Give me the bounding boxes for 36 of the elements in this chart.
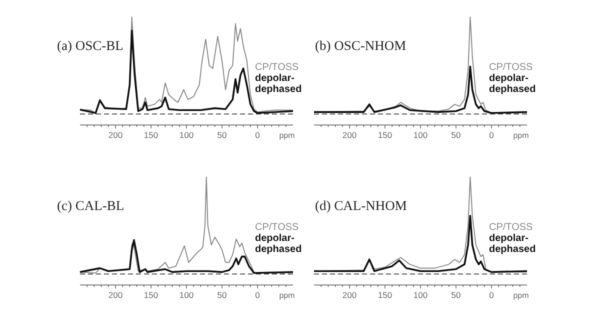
series-label: CP/TOSS bbox=[255, 62, 300, 73]
x-axis-title: ppm bbox=[513, 291, 530, 300]
series-label: depolar-dephased bbox=[255, 73, 302, 95]
series-label: CP/TOSS bbox=[489, 62, 534, 73]
series-label: CP/TOSS bbox=[489, 222, 534, 233]
text: (c) CAL-BL bbox=[57, 198, 124, 213]
series-label: depolar-dephased bbox=[255, 233, 302, 255]
text: (b) OSC-NHOM bbox=[315, 38, 406, 53]
x-tick-label: 100 bbox=[179, 290, 194, 300]
x-tick-label: 50 bbox=[451, 290, 461, 300]
x-tick-label: 0 bbox=[489, 290, 494, 300]
x-tick-label: 100 bbox=[413, 130, 428, 140]
x-tick-label: 50 bbox=[217, 130, 227, 140]
x-tick-label: 200 bbox=[108, 290, 123, 300]
x-tick-label: 150 bbox=[378, 130, 392, 140]
x-tick-label: 100 bbox=[413, 290, 428, 300]
x-tick-label: 50 bbox=[451, 130, 461, 140]
series-label: depolar-dephased bbox=[489, 73, 536, 95]
x-tick-label: 200 bbox=[108, 130, 123, 140]
x-axis-title: ppm bbox=[279, 131, 296, 140]
x-tick-label: 100 bbox=[179, 130, 194, 140]
x-tick-label: 0 bbox=[255, 290, 260, 300]
text: (d) CAL-NHOM bbox=[315, 198, 407, 213]
x-tick-label: 150 bbox=[144, 290, 158, 300]
x-tick-label: 0 bbox=[489, 130, 494, 140]
x-axis-title: ppm bbox=[513, 131, 530, 140]
x-tick-label: 150 bbox=[144, 130, 158, 140]
x-tick-label: 200 bbox=[342, 290, 357, 300]
series-label: depolar-dephased bbox=[489, 233, 536, 255]
x-tick-label: 200 bbox=[342, 130, 357, 140]
x-tick-label: 150 bbox=[378, 290, 392, 300]
series-label: CP/TOSS bbox=[255, 222, 300, 233]
x-axis-title: ppm bbox=[279, 291, 296, 300]
x-tick-label: 50 bbox=[217, 290, 227, 300]
x-tick-label: 0 bbox=[255, 130, 260, 140]
text: (a) OSC-BL bbox=[57, 38, 124, 53]
